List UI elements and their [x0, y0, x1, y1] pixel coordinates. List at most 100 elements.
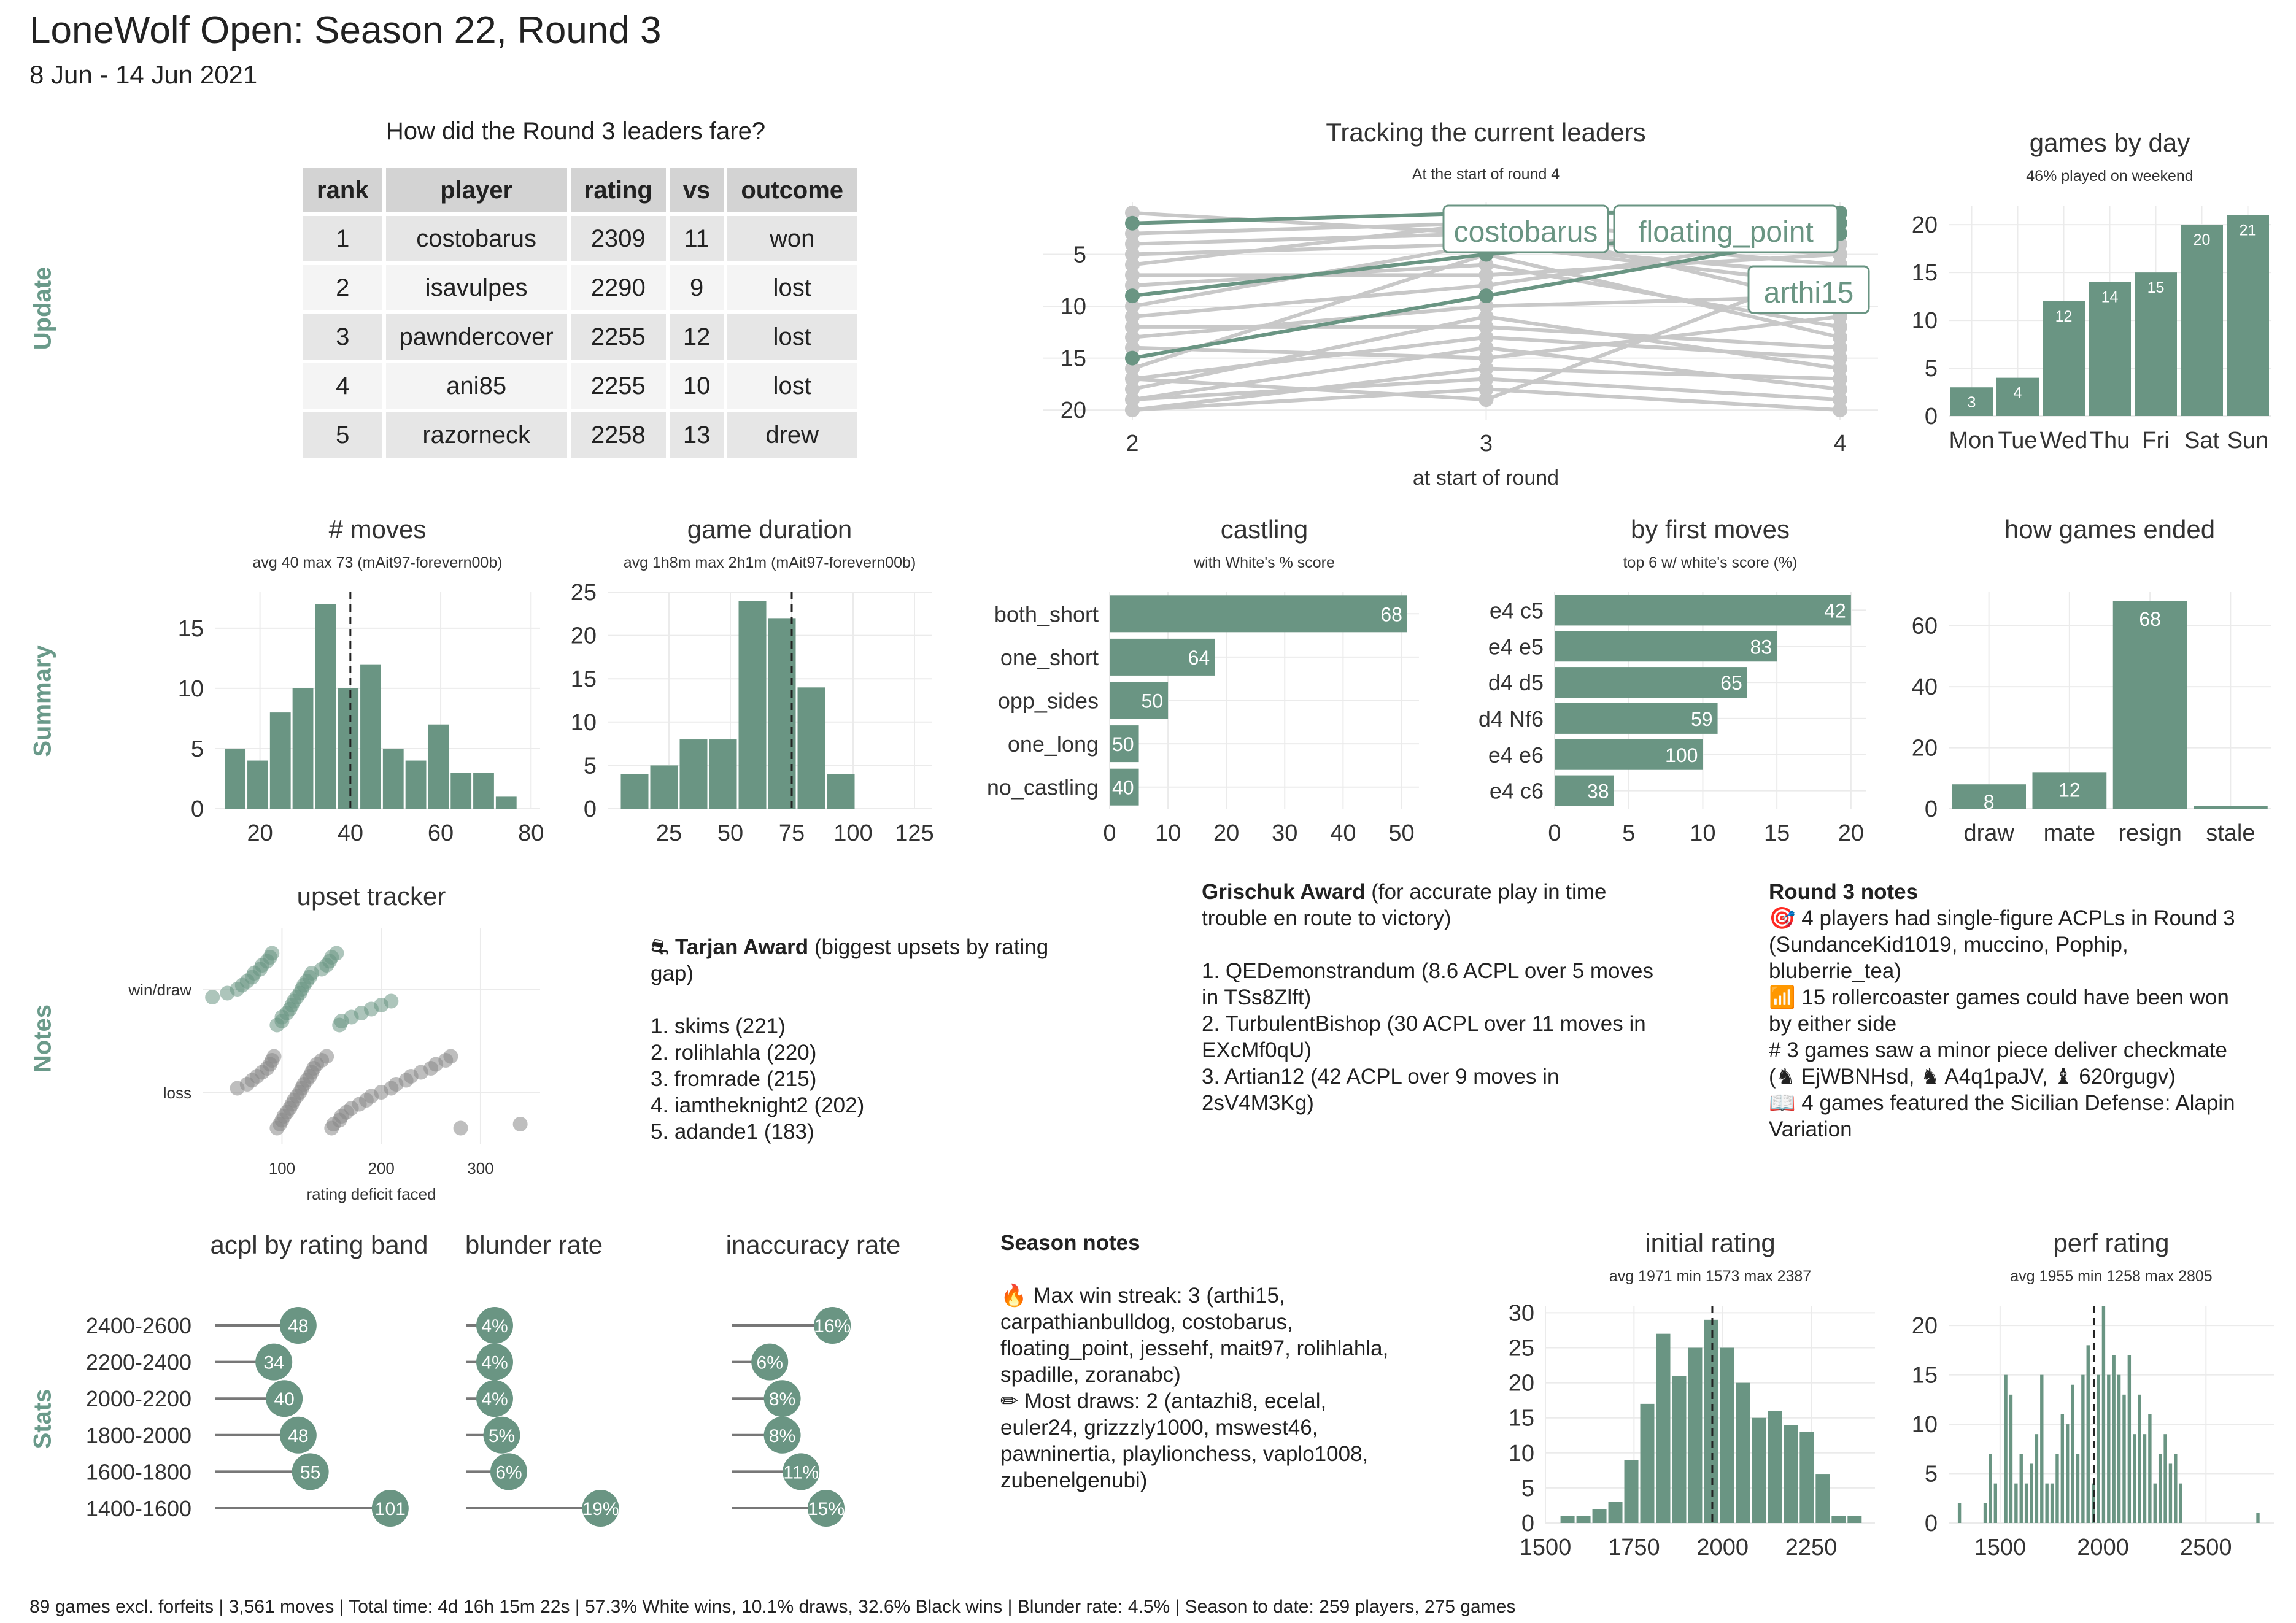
bar-value-label: 21 — [2240, 222, 2257, 239]
x-axis-label: rating deficit faced — [306, 1185, 436, 1203]
background-series-point — [1478, 257, 1494, 272]
bar — [1950, 387, 1993, 416]
page-subtitle: 8 Jun - 14 Jun 2021 — [29, 60, 258, 89]
background-series-point — [1125, 268, 1140, 283]
histogram-bar — [2009, 1394, 2013, 1523]
chart-subtitle: avg 1955 min 1258 max 2805 — [2010, 1268, 2212, 1285]
histogram-bar — [2004, 1374, 2008, 1523]
x-tick-label: 75 — [779, 820, 805, 846]
table-row: 1 costobarus 2309 11 won — [303, 216, 857, 261]
x-tick-label: 20 — [247, 820, 273, 846]
cell: pawndercover — [385, 314, 567, 360]
histogram-bar — [709, 739, 737, 809]
lollipop-head — [279, 1416, 317, 1454]
lollipop-value-label: 48 — [288, 1426, 308, 1446]
bar — [1110, 638, 1215, 676]
y-tick-label: 0 — [1925, 1511, 1938, 1536]
x-tick-label: 3 — [1480, 431, 1493, 457]
chart-title: how games ended — [2004, 515, 2215, 544]
leader-label-box — [1442, 204, 1609, 253]
histogram-bar — [2168, 1463, 2173, 1523]
lollipop-value-label: 8% — [769, 1426, 795, 1446]
y-tick-label: win/draw — [128, 981, 191, 999]
lollipop-head — [751, 1343, 789, 1381]
histogram-bar — [1831, 1516, 1846, 1523]
background-series-point — [1478, 392, 1494, 407]
y-tick-label: 5 — [1521, 1476, 1534, 1502]
background-series-point — [1478, 361, 1494, 376]
lollipop-value-label: 11% — [783, 1462, 819, 1482]
x-tick-label: 5 — [1622, 820, 1635, 846]
x-tick-label: 10 — [1690, 820, 1715, 846]
y-tick-label: 15 — [178, 616, 204, 642]
x-tick-label: 40 — [1330, 820, 1356, 846]
background-series-point — [1125, 309, 1140, 324]
background-series-point — [1478, 319, 1494, 334]
histogram-bar — [338, 688, 359, 809]
y-tick-label: 0 — [1925, 796, 1938, 822]
histogram-bar — [2066, 1424, 2070, 1523]
background-series-point — [1833, 361, 1847, 376]
x-tick-label: 2250 — [1785, 1535, 1838, 1560]
histogram-bar — [1768, 1411, 1782, 1523]
background-series-point — [1125, 278, 1140, 293]
x-tick-label: 30 — [1272, 820, 1297, 846]
histogram-bar — [2143, 1434, 2147, 1523]
page-title: LoneWolf Open: Season 22, Round 3 — [29, 9, 662, 52]
cell: razorneck — [385, 412, 567, 458]
cell: 2309 — [570, 216, 666, 261]
histogram-bar — [2030, 1463, 2033, 1523]
cell: 13 — [669, 412, 724, 458]
y-tick-label: no_castling — [987, 775, 1099, 800]
background-series-point — [1125, 340, 1140, 355]
lollipop-head — [371, 1490, 409, 1527]
bar-value-label: 68 — [2139, 608, 2161, 630]
histogram-bar — [1560, 1516, 1575, 1523]
histogram-bar — [2019, 1454, 2023, 1523]
x-tick-label: 0 — [1548, 820, 1561, 846]
header-player: player — [385, 168, 567, 212]
histogram-bar — [2060, 1414, 2065, 1523]
histogram-bar — [2024, 1483, 2028, 1523]
cell: isavulpes — [385, 265, 567, 310]
chart-title: games by day — [2030, 128, 2190, 157]
y-tick-label: 20 — [571, 623, 597, 649]
y-tick-label: d4 d5 — [1488, 670, 1544, 695]
y-tick-label: 30 — [1509, 1300, 1534, 1326]
histogram-bar — [679, 739, 708, 809]
win-point — [384, 993, 399, 1009]
x-tick-label: 40 — [338, 820, 363, 846]
table-row: 3 pawndercover 2255 12 lost — [303, 314, 857, 360]
lollipop-value-label: 8% — [769, 1389, 795, 1409]
lollipop-head — [292, 1453, 329, 1490]
background-series-point — [1478, 330, 1494, 345]
histogram-bar — [797, 687, 825, 809]
bar — [2089, 282, 2131, 416]
histogram-bar — [292, 688, 314, 809]
background-series-point — [1833, 403, 1847, 418]
bar — [2194, 806, 2268, 809]
x-tick-label: 1500 — [1974, 1535, 2027, 1560]
bar — [1555, 739, 1703, 770]
bar — [2032, 772, 2107, 809]
chart-subtitle: avg 40 max 73 (mAit97-forevern00b) — [252, 554, 502, 571]
leader-label-box — [1613, 204, 1839, 253]
table-row: 4 ani85 2255 10 lost — [303, 363, 857, 409]
histogram-bar — [2045, 1483, 2049, 1523]
cell: costobarus — [385, 216, 567, 261]
y-tick-label: 15 — [571, 666, 597, 692]
lollipop-head — [483, 1416, 520, 1454]
histogram-bar — [1983, 1503, 1987, 1523]
histogram-bar — [2163, 1434, 2167, 1523]
x-tick-label: Mon — [1949, 428, 1995, 453]
chart-subtitle: top 6 w/ white's score (%) — [1623, 554, 1797, 571]
chart-title: by first moves — [1631, 515, 1790, 544]
y-tick-label: 15 — [1912, 1363, 1938, 1389]
chart-subtitle: 46% played on weekend — [2026, 168, 2193, 185]
histogram-bar — [1624, 1460, 1639, 1523]
y-tick-label: 20 — [1912, 736, 1938, 761]
y-tick-label: 2000-2200 — [86, 1386, 191, 1411]
background-series-point — [1478, 350, 1494, 366]
tarjan-award-note: ⛐ Tarjan Award (biggest upsets by rating… — [651, 934, 1092, 1145]
lollipop-head — [255, 1343, 293, 1381]
